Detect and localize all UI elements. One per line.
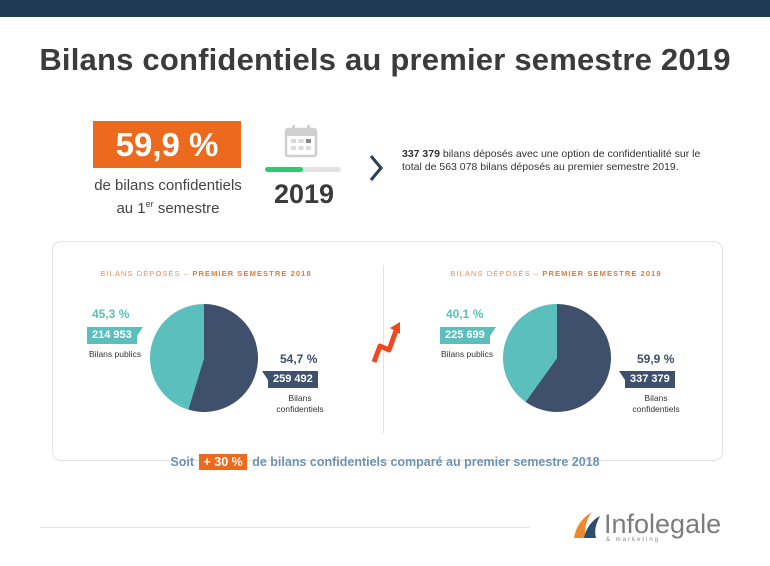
pie-slice-publics — [150, 304, 204, 410]
chart-2018-title: BILANS DÉPOSÉS – PREMIER SEMESTRE 2018 — [100, 269, 312, 278]
top-bar — [0, 0, 770, 17]
logo-tagline: & marketing — [606, 537, 661, 543]
pie-2019-public-label: Bilans publics — [441, 349, 493, 359]
infolegale-logo-icon — [574, 512, 600, 538]
page-title: Bilans confidentiels au premier semestre… — [39, 42, 731, 77]
pie-2018-public-percent: 45,3 % — [92, 307, 130, 321]
chevron-right-icon — [369, 155, 383, 181]
pie-2018-confidential-value: 259 492 — [262, 371, 318, 388]
charts-panel — [52, 241, 723, 461]
pie-2019-confidential-label: Bilans confidentiels — [632, 393, 680, 414]
headline-caption-line2: au 1er semestre — [116, 199, 220, 217]
pie-2018-confidential-percent: 54,7 % — [280, 352, 318, 366]
info-description: bilans déposés avec une option de confid… — [402, 148, 701, 173]
chart-2019-title: BILANS DÉPOSÉS – PREMIER SEMESTRE 2019 — [450, 269, 662, 278]
pie-chart-2019 — [503, 304, 611, 412]
pie-2018-public-label: Bilans publics — [89, 349, 141, 359]
year-progress-fill — [265, 167, 303, 172]
headline-percent-badge: 59,9 % — [93, 121, 241, 168]
info-bold-count: 337 379 — [402, 148, 440, 160]
year-label: 2019 — [273, 179, 335, 209]
headline-caption-line1: de bilans confidentiels — [94, 177, 242, 194]
headline-caption: de bilans confidentiels au 1er semestre — [84, 176, 252, 218]
summary-highlight-badge: + 30 % — [199, 454, 247, 470]
summary-line: Soit + 30 % de bilans confidentiels comp… — [170, 454, 600, 470]
pie-slice-publics — [503, 304, 557, 402]
logo-wordmark: Infolegale — [604, 509, 722, 539]
info-text: 337 379 bilans déposés avec une option d… — [402, 148, 707, 174]
growth-arrow-icon — [371, 322, 400, 363]
pie-slice-confidentiels — [525, 304, 611, 412]
pie-2019-public-value: 225 699 — [440, 327, 496, 344]
pie-2018-confidential-label: Bilans confidentiels — [276, 393, 324, 414]
year-progress-bar — [265, 167, 341, 172]
pie-2018-public-value: 214 953 — [87, 327, 143, 344]
pie-2019-confidential-value: 337 379 — [619, 371, 675, 388]
pie-chart-2018 — [150, 304, 258, 412]
pie-2019-confidential-percent: 59,9 % — [637, 352, 675, 366]
footer-divider — [40, 527, 530, 528]
calendar-icon — [284, 125, 318, 158]
pie-2019-public-percent: 40,1 % — [446, 307, 484, 321]
pie-slice-confidentiels — [188, 304, 258, 412]
